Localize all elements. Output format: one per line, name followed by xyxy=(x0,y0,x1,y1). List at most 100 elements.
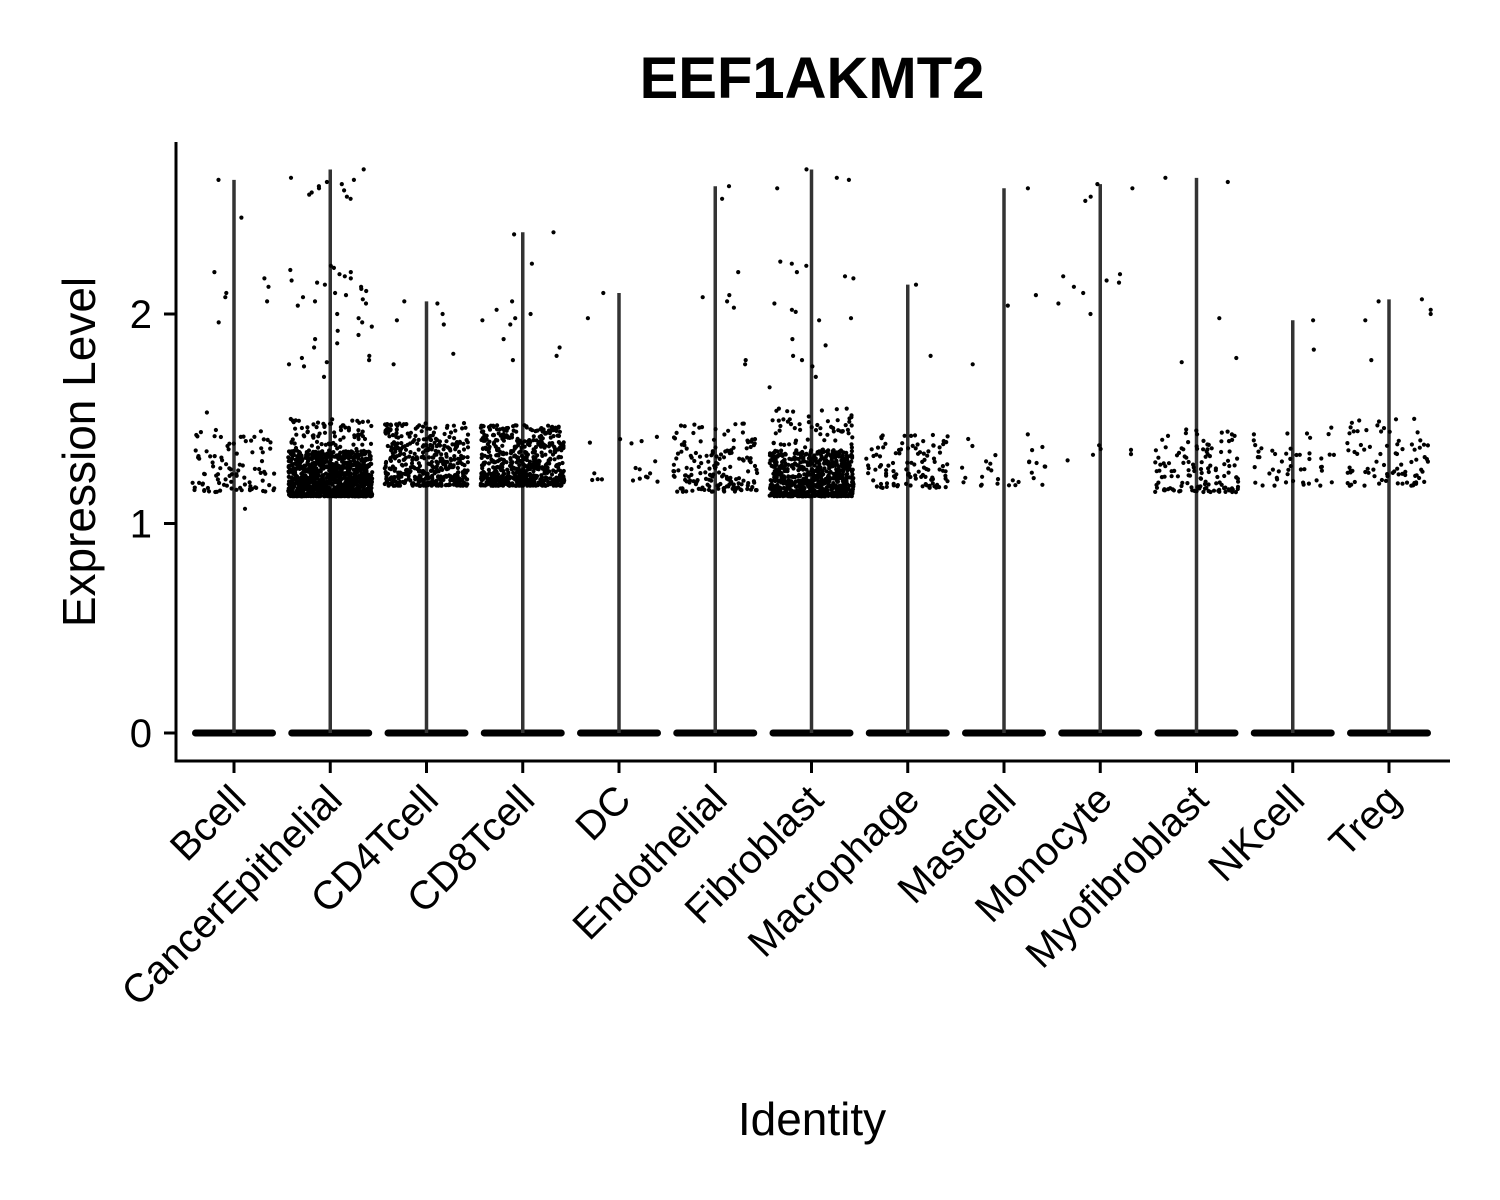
data-point xyxy=(794,270,800,275)
data-point xyxy=(684,489,689,494)
data-point xyxy=(643,474,649,479)
data-point xyxy=(493,475,499,480)
data-point xyxy=(1311,318,1316,323)
data-point xyxy=(479,429,484,434)
data-point xyxy=(314,492,319,497)
data-point xyxy=(945,479,950,484)
data-point xyxy=(680,486,685,491)
data-point xyxy=(461,421,467,426)
data-point xyxy=(293,461,298,466)
data-point xyxy=(339,182,344,187)
data-point xyxy=(212,434,217,439)
data-point xyxy=(261,488,266,494)
data-point xyxy=(1304,431,1310,436)
data-point xyxy=(265,437,270,442)
data-point xyxy=(802,486,807,491)
data-point xyxy=(335,341,340,346)
data-point xyxy=(809,448,814,453)
data-point xyxy=(789,463,795,468)
data-point xyxy=(501,337,506,342)
data-point xyxy=(341,423,346,428)
data-point xyxy=(1130,186,1135,191)
data-point xyxy=(366,491,371,496)
data-point xyxy=(364,469,369,474)
data-point xyxy=(1186,459,1191,465)
data-point xyxy=(1175,474,1180,479)
data-point xyxy=(748,487,754,492)
data-point xyxy=(1219,430,1224,435)
data-point xyxy=(231,441,236,446)
data-point xyxy=(810,467,815,472)
data-point xyxy=(896,447,902,453)
data-point xyxy=(1033,293,1038,298)
data-point xyxy=(739,482,744,487)
data-point xyxy=(1327,452,1332,457)
data-point xyxy=(822,438,827,443)
data-point xyxy=(869,447,874,452)
data-point xyxy=(351,177,356,182)
data-point xyxy=(301,364,307,369)
data-point xyxy=(339,464,344,469)
data-point xyxy=(331,450,336,455)
data-point xyxy=(1081,290,1086,296)
data-point xyxy=(691,430,696,436)
y-tick-label: 0 xyxy=(130,712,152,756)
data-point xyxy=(353,472,358,477)
data-point xyxy=(293,445,299,451)
data-point xyxy=(530,428,535,433)
data-point xyxy=(356,316,361,321)
data-point xyxy=(356,493,361,498)
data-point xyxy=(360,456,365,461)
data-point xyxy=(434,452,439,457)
data-point xyxy=(242,506,248,511)
data-point xyxy=(397,483,403,488)
data-point xyxy=(788,493,793,498)
data-point xyxy=(342,453,347,458)
data-point xyxy=(921,439,926,444)
data-point xyxy=(531,438,536,443)
data-point xyxy=(489,471,495,477)
data-point xyxy=(392,454,397,459)
data-point xyxy=(1285,431,1290,436)
data-point xyxy=(728,475,733,480)
data-point xyxy=(1006,483,1012,488)
data-point xyxy=(216,320,221,325)
data-point xyxy=(314,461,320,466)
data-point xyxy=(845,482,850,487)
data-point xyxy=(212,454,217,459)
data-point xyxy=(984,459,989,464)
data-point xyxy=(548,435,553,440)
data-point xyxy=(806,420,812,425)
data-point xyxy=(387,434,392,439)
data-point xyxy=(386,430,391,435)
data-point xyxy=(286,362,292,367)
data-point xyxy=(560,471,565,476)
data-point xyxy=(215,477,220,482)
data-point xyxy=(717,456,722,461)
data-point xyxy=(824,461,830,466)
data-point xyxy=(1422,455,1427,460)
data-point xyxy=(359,464,364,470)
data-point xyxy=(1415,430,1420,435)
data-point xyxy=(1098,446,1103,452)
data-point xyxy=(754,488,759,493)
data-point xyxy=(337,272,342,277)
data-point xyxy=(1187,473,1193,478)
data-point xyxy=(1270,467,1275,472)
data-point xyxy=(743,362,748,367)
data-point xyxy=(513,316,518,321)
data-point xyxy=(554,463,560,468)
data-point xyxy=(211,464,216,469)
data-point xyxy=(516,466,521,471)
data-point xyxy=(560,460,565,466)
data-point xyxy=(836,428,841,433)
data-point xyxy=(423,421,428,426)
data-point xyxy=(769,483,774,488)
data-point xyxy=(351,476,356,481)
data-point xyxy=(844,406,849,411)
data-point xyxy=(674,456,679,461)
data-point xyxy=(1259,446,1264,451)
data-point xyxy=(1372,474,1377,479)
data-point xyxy=(1396,438,1401,443)
data-point xyxy=(900,441,905,446)
